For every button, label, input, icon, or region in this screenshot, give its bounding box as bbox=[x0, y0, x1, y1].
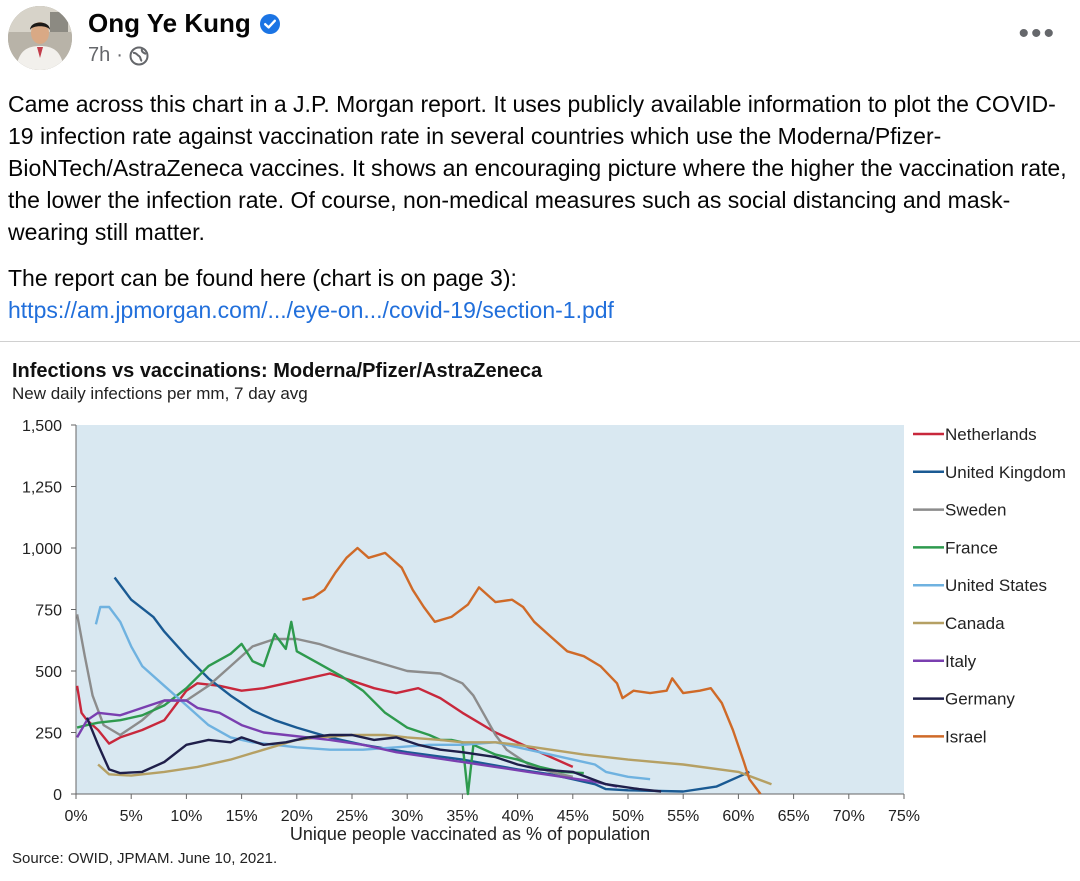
legend-label: Germany bbox=[945, 690, 1015, 709]
x-axis-label: Unique people vaccinated as % of populat… bbox=[290, 824, 650, 844]
report-link[interactable]: https://am.jpmorgan.com/.../eye-on.../co… bbox=[8, 297, 614, 323]
legend-label: United Kingdom bbox=[945, 463, 1066, 482]
y-tick-label: 1,250 bbox=[22, 480, 62, 497]
x-tick-label: 25% bbox=[336, 808, 368, 825]
post-paragraph-2-text: The report can be found here (chart is o… bbox=[8, 265, 517, 291]
x-tick-label: 0% bbox=[64, 808, 87, 825]
author-name-row: Ong Ye Kung bbox=[88, 8, 281, 39]
legend-label: France bbox=[945, 538, 998, 557]
series-line-sweden bbox=[75, 614, 574, 778]
chart-subtitle: New daily infections per mm, 7 day avg bbox=[12, 384, 308, 403]
series-line-netherlands bbox=[75, 672, 574, 768]
legend-label: Canada bbox=[945, 614, 1005, 633]
x-tick-label: 45% bbox=[557, 808, 589, 825]
x-tick-label: 70% bbox=[833, 808, 865, 825]
globe-icon[interactable] bbox=[129, 46, 149, 66]
x-tick-label: 5% bbox=[120, 808, 143, 825]
divider bbox=[0, 341, 1080, 342]
legend-label: Italy bbox=[945, 652, 977, 671]
verified-badge-icon bbox=[259, 13, 280, 34]
x-tick-label: 15% bbox=[226, 808, 258, 825]
x-tick-label: 20% bbox=[281, 808, 313, 825]
author-avatar[interactable] bbox=[8, 6, 72, 70]
x-tick-label: 50% bbox=[612, 808, 644, 825]
post-paragraph-1: Came across this chart in a J.P. Morgan … bbox=[8, 91, 1067, 245]
y-tick-label: 500 bbox=[35, 664, 62, 681]
post-meta: 7h · bbox=[88, 44, 149, 67]
y-tick-label: 1,000 bbox=[22, 541, 62, 558]
legend-label: Sweden bbox=[945, 501, 1006, 520]
chart-source: Source: OWID, JPMAM. June 10, 2021. bbox=[12, 850, 277, 867]
series-line-israel bbox=[302, 546, 762, 795]
author-name[interactable]: Ong Ye Kung bbox=[88, 8, 251, 38]
legend-label: Israel bbox=[945, 727, 987, 746]
x-tick-label: 35% bbox=[446, 808, 478, 825]
x-tick-label: 75% bbox=[888, 808, 920, 825]
series-line-canada bbox=[97, 733, 772, 786]
x-axis: 0% 5% 10% 15% 20% 25% 30% 35% 40% 45% 50% 55% 60% 65%… bbox=[64, 793, 920, 825]
chart-title: Infections vs vaccinations: Moderna/Pfiz… bbox=[12, 360, 543, 382]
series-line-united-states bbox=[94, 605, 651, 781]
post-time[interactable]: 7h bbox=[88, 44, 111, 66]
more-options-icon[interactable]: ••• bbox=[1018, 17, 1056, 50]
series-line-germany bbox=[85, 717, 662, 793]
x-tick-label: 30% bbox=[391, 808, 423, 825]
x-tick-label: 65% bbox=[778, 808, 810, 825]
legend-label: United States bbox=[945, 576, 1047, 595]
y-tick-label: 750 bbox=[35, 603, 62, 620]
y-tick-label: 0 bbox=[53, 787, 62, 804]
chart-image[interactable]: Infections vs vaccinations: Moderna/Pfiz… bbox=[0, 342, 1080, 876]
series-lines bbox=[75, 546, 772, 796]
legend-label: Netherlands bbox=[945, 425, 1037, 444]
x-tick-label: 40% bbox=[502, 808, 534, 825]
post-paragraph-2: The report can be found here (chart is o… bbox=[8, 262, 1072, 326]
y-axis: 0 250 500 750 1,000 1,250 1,500 bbox=[22, 418, 77, 804]
legend: Netherlands United Kingdom Sweden France Uni… bbox=[913, 425, 1066, 746]
series-line-italy bbox=[76, 699, 618, 788]
x-tick-label: 55% bbox=[667, 808, 699, 825]
x-tick-label: 10% bbox=[170, 808, 202, 825]
x-tick-label: 60% bbox=[722, 808, 754, 825]
post-body: Came across this chart in a J.P. Morgan … bbox=[8, 88, 1072, 326]
meta-separator: · bbox=[116, 44, 123, 66]
plot-background bbox=[76, 425, 904, 794]
y-tick-label: 1,500 bbox=[22, 418, 62, 435]
y-tick-label: 250 bbox=[35, 726, 62, 743]
